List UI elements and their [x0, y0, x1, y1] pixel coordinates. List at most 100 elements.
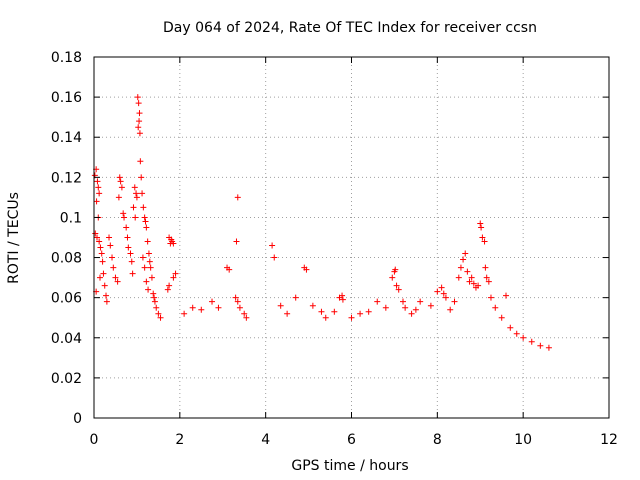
y-tick-label: 0.1 [60, 210, 82, 226]
data-point [96, 238, 103, 245]
data-point [137, 158, 144, 165]
data-point [284, 310, 291, 317]
data-point [215, 304, 222, 311]
data-point [434, 288, 441, 295]
data-point [148, 274, 155, 281]
data-point [155, 310, 162, 317]
grid [94, 57, 609, 418]
data-point [357, 310, 364, 317]
data-point [94, 178, 101, 185]
data-point [151, 298, 158, 305]
data-point [132, 214, 139, 221]
data-point [348, 314, 355, 321]
x-tick-label: 10 [514, 432, 532, 448]
data-point [146, 258, 153, 265]
data-point [481, 238, 488, 245]
data-point [127, 250, 134, 257]
data-point [97, 244, 104, 251]
data-point [118, 184, 125, 191]
data-point [143, 278, 150, 285]
data-point [157, 314, 164, 321]
x-tick-label: 4 [261, 432, 270, 448]
data-point [226, 266, 233, 273]
data-point [112, 274, 119, 281]
data-point [136, 130, 143, 137]
data-point [507, 324, 514, 331]
data-point [408, 310, 415, 317]
data-point [234, 298, 241, 305]
y-tick-label: 0.12 [51, 170, 82, 186]
data-point [97, 274, 104, 281]
data-point [116, 174, 123, 181]
x-tick-label: 8 [433, 432, 442, 448]
data-point [468, 274, 475, 281]
data-point [100, 270, 107, 277]
y-tick-label: 0.08 [51, 251, 82, 267]
x-tick-label: 0 [90, 432, 99, 448]
data-point [339, 296, 346, 303]
data-point [462, 250, 469, 257]
data-point [487, 294, 494, 301]
data-points [91, 94, 552, 351]
data-point [269, 242, 276, 249]
data-point [457, 264, 464, 271]
axis-ticks: 0 2 4 6 8 10 12 0 0.02 0.04 0.06 0.08 0.1 0.12 0.14 0.1… [51, 50, 618, 448]
data-point [322, 314, 329, 321]
data-point [440, 290, 447, 297]
data-point [545, 344, 552, 351]
data-point [135, 100, 142, 107]
data-point [124, 234, 131, 241]
data-point [402, 304, 409, 311]
data-point [209, 298, 216, 305]
data-point [498, 314, 505, 321]
chart-title: Day 064 of 2024, Rate Of TEC Index for r… [163, 20, 537, 36]
data-point [382, 304, 389, 311]
data-point [99, 258, 106, 265]
data-point [417, 298, 424, 305]
data-point [94, 234, 101, 241]
y-axis-label: ROTI / TECUs [6, 192, 22, 284]
data-point [427, 302, 434, 309]
data-point [236, 304, 243, 311]
data-point [393, 282, 400, 289]
data-point [198, 306, 205, 313]
data-point [520, 334, 527, 341]
data-point [464, 268, 471, 275]
data-point [479, 234, 486, 241]
data-point [129, 270, 136, 277]
data-point [189, 304, 196, 311]
data-point [145, 286, 152, 293]
data-point [103, 292, 110, 299]
data-point [170, 240, 177, 247]
data-point [136, 110, 143, 117]
data-point [96, 190, 103, 197]
data-point [365, 308, 372, 315]
data-point [150, 290, 157, 297]
data-point [503, 292, 509, 299]
data-point [513, 330, 520, 337]
data-point [241, 310, 248, 317]
data-point [318, 308, 325, 315]
x-tick-label: 6 [347, 432, 356, 448]
data-point [101, 282, 108, 289]
data-point [141, 264, 148, 271]
data-point [110, 264, 117, 271]
data-point [528, 338, 535, 345]
data-point [447, 306, 454, 313]
data-point [243, 314, 250, 321]
data-point [141, 214, 148, 221]
data-point [139, 190, 146, 197]
data-point [331, 308, 338, 315]
data-point [477, 220, 484, 227]
data-point [309, 302, 316, 309]
data-point [95, 184, 102, 191]
data-point [121, 214, 128, 221]
data-point [292, 294, 299, 301]
y-tick-label: 0.14 [51, 130, 82, 146]
data-point [277, 302, 284, 309]
data-point [234, 194, 241, 201]
x-tick-label: 12 [600, 432, 618, 448]
data-point [412, 306, 419, 313]
data-point [233, 238, 240, 245]
data-point [303, 266, 310, 273]
